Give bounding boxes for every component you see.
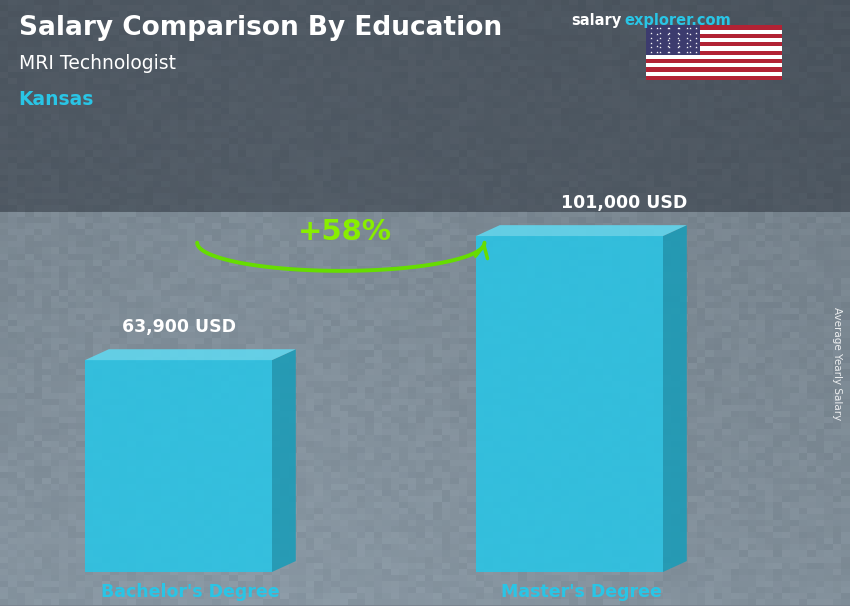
- Bar: [646, 67, 782, 72]
- Text: Bachelor's Degree: Bachelor's Degree: [101, 583, 280, 601]
- Bar: [646, 25, 782, 80]
- Polygon shape: [85, 360, 272, 572]
- Text: explorer.com: explorer.com: [625, 13, 732, 28]
- Bar: [646, 59, 782, 63]
- Bar: [646, 25, 782, 30]
- Text: MRI Technologist: MRI Technologist: [19, 55, 176, 73]
- Text: Average Yearly Salary: Average Yearly Salary: [832, 307, 842, 420]
- Text: salary: salary: [571, 13, 621, 28]
- Text: 101,000 USD: 101,000 USD: [561, 194, 687, 212]
- Bar: [0, 0, 850, 212]
- Polygon shape: [476, 236, 663, 572]
- Text: Kansas: Kansas: [19, 90, 94, 108]
- Bar: [646, 34, 782, 38]
- Bar: [646, 25, 700, 55]
- Polygon shape: [272, 349, 296, 572]
- Text: Salary Comparison By Education: Salary Comparison By Education: [19, 15, 501, 41]
- Bar: [646, 42, 782, 47]
- Text: +58%: +58%: [298, 218, 392, 246]
- Bar: [646, 76, 782, 80]
- Text: Master's Degree: Master's Degree: [501, 583, 662, 601]
- Bar: [646, 50, 782, 55]
- Polygon shape: [476, 225, 687, 236]
- Polygon shape: [663, 225, 687, 572]
- Polygon shape: [85, 349, 296, 360]
- Text: 63,900 USD: 63,900 USD: [122, 318, 235, 336]
